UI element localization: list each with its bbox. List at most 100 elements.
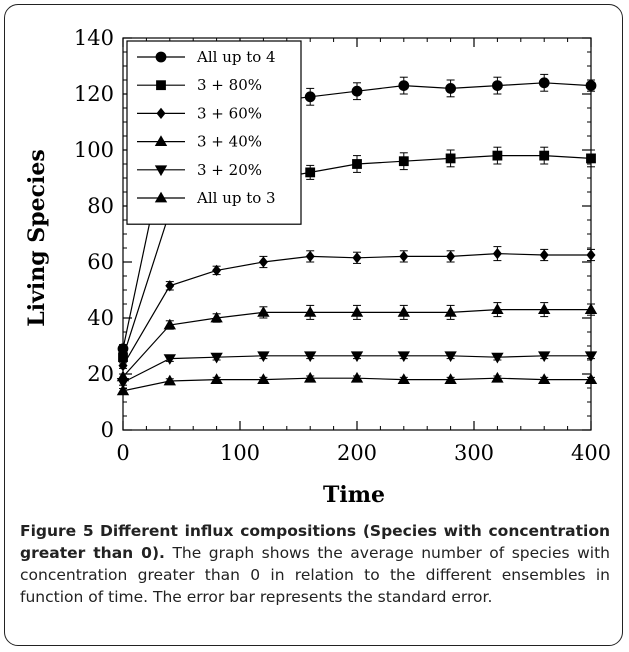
data-point bbox=[538, 351, 551, 363]
data-point bbox=[210, 352, 223, 364]
y-tick-label: 140 bbox=[74, 26, 114, 50]
legend-entry: All up to 3 bbox=[137, 189, 276, 207]
legend-entry: 3 + 40% bbox=[137, 133, 262, 151]
data-point bbox=[257, 306, 270, 317]
y-tick-label: 100 bbox=[74, 138, 114, 162]
data-point bbox=[397, 373, 410, 385]
data-point bbox=[491, 371, 504, 383]
x-tick-label: 300 bbox=[454, 441, 494, 465]
data-point bbox=[584, 373, 598, 385]
data-point bbox=[492, 150, 503, 161]
data-point bbox=[539, 150, 550, 161]
data-point bbox=[399, 250, 409, 263]
legend-entry: 3 + 60% bbox=[137, 104, 262, 122]
legend-label: All up to 4 bbox=[196, 48, 276, 66]
legend-label: 3 + 40% bbox=[197, 133, 262, 151]
data-point bbox=[397, 351, 410, 363]
y-tick-label: 20 bbox=[87, 362, 114, 386]
data-point bbox=[538, 373, 551, 385]
y-tick-label: 40 bbox=[87, 306, 114, 330]
legend-label: 3 + 20% bbox=[197, 161, 262, 179]
data-point bbox=[352, 252, 362, 264]
x-tick-label: 400 bbox=[571, 441, 611, 465]
data-point bbox=[163, 374, 176, 386]
data-point bbox=[491, 303, 504, 315]
legend-entry: All up to 4 bbox=[137, 48, 276, 66]
legend-marker bbox=[156, 107, 166, 120]
data-point bbox=[586, 153, 596, 164]
y-tick-label: 120 bbox=[74, 82, 114, 106]
legend-marker bbox=[155, 51, 167, 63]
data-point bbox=[350, 306, 364, 317]
legend-box bbox=[126, 40, 302, 225]
caption-title: Different influx compositions (Species w… bbox=[20, 522, 611, 562]
data-point bbox=[586, 249, 596, 261]
series-2 bbox=[118, 246, 596, 372]
data-point bbox=[304, 306, 317, 317]
legend-marker bbox=[154, 191, 168, 203]
data-point bbox=[584, 303, 598, 315]
legend-entry: 3 + 80% bbox=[137, 76, 262, 94]
data-point bbox=[258, 256, 268, 268]
legend-label: 3 + 60% bbox=[197, 104, 262, 122]
data-point bbox=[491, 80, 503, 91]
legend-entry: 3 + 20% bbox=[137, 161, 262, 179]
data-point bbox=[163, 354, 176, 365]
series-3 bbox=[116, 302, 598, 382]
data-point bbox=[257, 373, 270, 385]
figure-caption: Figure 5 Different influx compositions (… bbox=[20, 522, 611, 606]
data-point bbox=[257, 351, 270, 363]
data-point bbox=[444, 373, 457, 385]
data-point bbox=[398, 80, 410, 91]
legend-marker bbox=[156, 80, 166, 91]
y-tick-label: 80 bbox=[87, 194, 114, 218]
data-point bbox=[397, 306, 410, 317]
data-point bbox=[165, 280, 175, 292]
legend-label: 3 + 80% bbox=[197, 76, 262, 94]
data-point bbox=[539, 249, 549, 261]
data-point bbox=[445, 153, 456, 164]
x-tick-label: 200 bbox=[337, 441, 377, 465]
data-point bbox=[116, 377, 130, 389]
legend-label: All up to 3 bbox=[196, 189, 276, 207]
data-point bbox=[212, 264, 222, 277]
data-point bbox=[491, 352, 504, 364]
x-axis-title: Time bbox=[323, 482, 385, 508]
legend: All up to 4 3 + 80% 3 + 60% 3 + 40% 3 + 20% A… bbox=[126, 40, 302, 225]
data-point bbox=[116, 384, 130, 396]
data-point bbox=[585, 80, 597, 91]
data-point bbox=[538, 303, 551, 315]
data-point bbox=[538, 77, 550, 89]
data-point bbox=[304, 351, 317, 363]
y-tick-label: 0 bbox=[101, 418, 114, 442]
data-point bbox=[352, 159, 362, 169]
y-tick-label: 60 bbox=[87, 250, 114, 274]
x-tick-label: 100 bbox=[220, 441, 260, 465]
series-5 bbox=[116, 371, 598, 396]
data-point bbox=[304, 91, 316, 103]
data-point bbox=[446, 250, 456, 263]
x-tick-label: 0 bbox=[116, 441, 129, 465]
data-point bbox=[305, 167, 316, 178]
figure-frame bbox=[4, 4, 623, 646]
legend-marker bbox=[154, 165, 168, 177]
data-point bbox=[398, 156, 409, 167]
data-point bbox=[444, 306, 457, 317]
data-point bbox=[163, 318, 176, 330]
data-point bbox=[584, 351, 598, 363]
data-point bbox=[305, 250, 315, 263]
y-axis-title: Living Species bbox=[24, 149, 50, 326]
data-point bbox=[210, 373, 223, 385]
data-point bbox=[445, 83, 457, 94]
data-point bbox=[492, 247, 502, 260]
line-chart: 0 20 40 60 80 100 120 140 0 100 200 300 400 Time Li… bbox=[24, 26, 611, 508]
data-point bbox=[304, 371, 317, 383]
data-point bbox=[350, 371, 364, 383]
data-point bbox=[351, 85, 363, 97]
y-axis: 0 20 40 60 80 100 120 140 bbox=[74, 26, 591, 442]
x-axis: 0 100 200 300 400 bbox=[116, 38, 611, 465]
caption-text: The graph shows the average number of sp… bbox=[20, 544, 610, 606]
data-point bbox=[350, 351, 364, 363]
legend-marker bbox=[154, 135, 168, 147]
data-point bbox=[210, 311, 223, 323]
